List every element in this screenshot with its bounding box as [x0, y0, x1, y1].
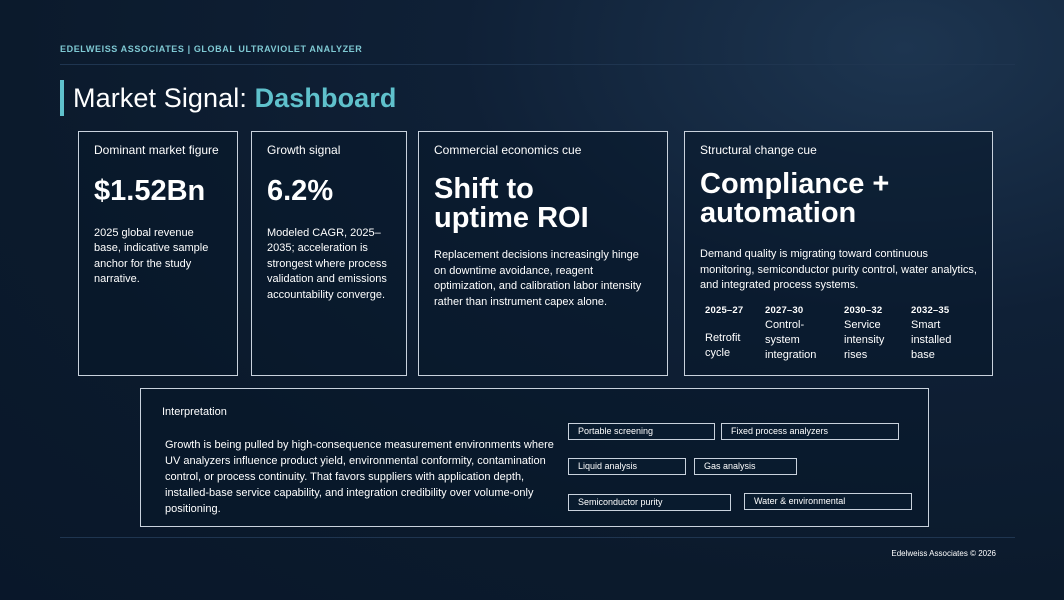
card-value: Compliance + automation	[700, 170, 977, 228]
footer-copyright: Edelweiss Associates © 2026	[891, 549, 996, 558]
timeline-year: 2032–35	[911, 305, 950, 316]
chip-semiconductor-purity: Semiconductor purity	[568, 494, 731, 511]
timeline-label-line: Control-	[765, 319, 805, 331]
chip-water-environmental: Water & environmental	[744, 493, 912, 510]
interpretation-panel: Interpretation Growth is being pulled by…	[140, 388, 929, 527]
chip-fixed-process-analyzers: Fixed process analyzers	[721, 423, 899, 440]
timeline-label-line: integration	[765, 349, 817, 361]
timeline-label-line: installed	[911, 334, 952, 346]
timeline-label-line: Retrofit	[705, 332, 741, 344]
chip-gas-analysis: Gas analysis	[694, 458, 797, 475]
card-value: $1.52Bn	[94, 175, 206, 207]
card-label: Commercial economics cue	[434, 143, 582, 157]
card-label: Growth signal	[267, 143, 341, 157]
card-structural-change: Structural change cue Compliance + autom…	[684, 131, 993, 376]
card-description: Replacement decisions increasingly hinge…	[434, 249, 642, 308]
timeline-label: Service intensity rises	[844, 318, 906, 363]
timeline-item: 2030–32 Service intensity rises	[844, 305, 884, 361]
timeline-label-line: cycle	[705, 347, 731, 359]
interpretation-label: Interpretation	[162, 406, 227, 418]
card-description: 2025 global revenue base, indicative sam…	[94, 226, 209, 286]
timeline-year: 2027–30	[765, 305, 804, 316]
card-label: Structural change cue	[700, 143, 817, 157]
page-title: Market Signal: Dashboard	[73, 83, 397, 114]
timeline-label-line: intensity	[844, 334, 885, 346]
page-title-accent: Dashboard	[254, 82, 397, 113]
chip-portable-screening: Portable screening	[568, 423, 715, 440]
page-title-prefix: Market Signal:	[73, 82, 255, 113]
timeline-label: Control- system integration	[765, 318, 835, 363]
card-value: Shift to uptime ROI	[434, 175, 652, 233]
card-value-line1: Compliance +	[700, 168, 890, 200]
timeline-item: 2027–30 Control- system integration	[765, 305, 816, 361]
card-growth-signal: Growth signal 6.2% Modeled CAGR, 2025–20…	[251, 131, 407, 376]
title-accent-bar	[60, 80, 64, 116]
card-value: 6.2%	[267, 175, 334, 207]
timeline-label-line: base	[911, 349, 935, 361]
page-title-wrap: Market Signal: Dashboard	[60, 80, 397, 116]
timeline-year: 2025–27	[705, 305, 744, 316]
timeline: 2025–27 Retrofit cycle 2027–30 Control- …	[705, 305, 995, 365]
chip-liquid-analysis: Liquid analysis	[568, 458, 686, 475]
timeline-label-line: system	[765, 334, 800, 346]
card-value-line2: automation	[700, 197, 857, 229]
timeline-year: 2030–32	[844, 305, 883, 316]
card-description: Demand quality is migrating toward conti…	[700, 248, 977, 291]
header-org: EDELWEISS ASSOCIATES | GLOBAL ULTRAVIOLE…	[60, 44, 363, 54]
card-commercial-economics: Commercial economics cue Shift to uptime…	[418, 131, 668, 376]
timeline-label-line: rises	[844, 349, 868, 361]
top-divider	[60, 64, 1015, 65]
timeline-label: Retrofit cycle	[705, 331, 767, 361]
card-description: Modeled CAGR, 2025–2035; acceleration is…	[267, 226, 387, 301]
timeline-item: 2032–35 Smart installed base	[911, 305, 951, 361]
timeline-item: 2025–27 Retrofit cycle	[705, 305, 744, 359]
bottom-divider	[60, 537, 1015, 538]
card-dominant-market-figure: Dominant market figure $1.52Bn 2025 glob…	[78, 131, 238, 376]
card-label: Dominant market figure	[94, 143, 219, 157]
card-value-line2: uptime ROI	[434, 202, 589, 234]
timeline-label: Smart installed base	[911, 318, 973, 363]
card-value-line1: Shift to	[434, 173, 534, 205]
timeline-label-line: Service	[844, 319, 881, 331]
timeline-label-line: Smart	[911, 319, 941, 331]
interpretation-text: Growth is being pulled by high-consequen…	[165, 439, 554, 515]
